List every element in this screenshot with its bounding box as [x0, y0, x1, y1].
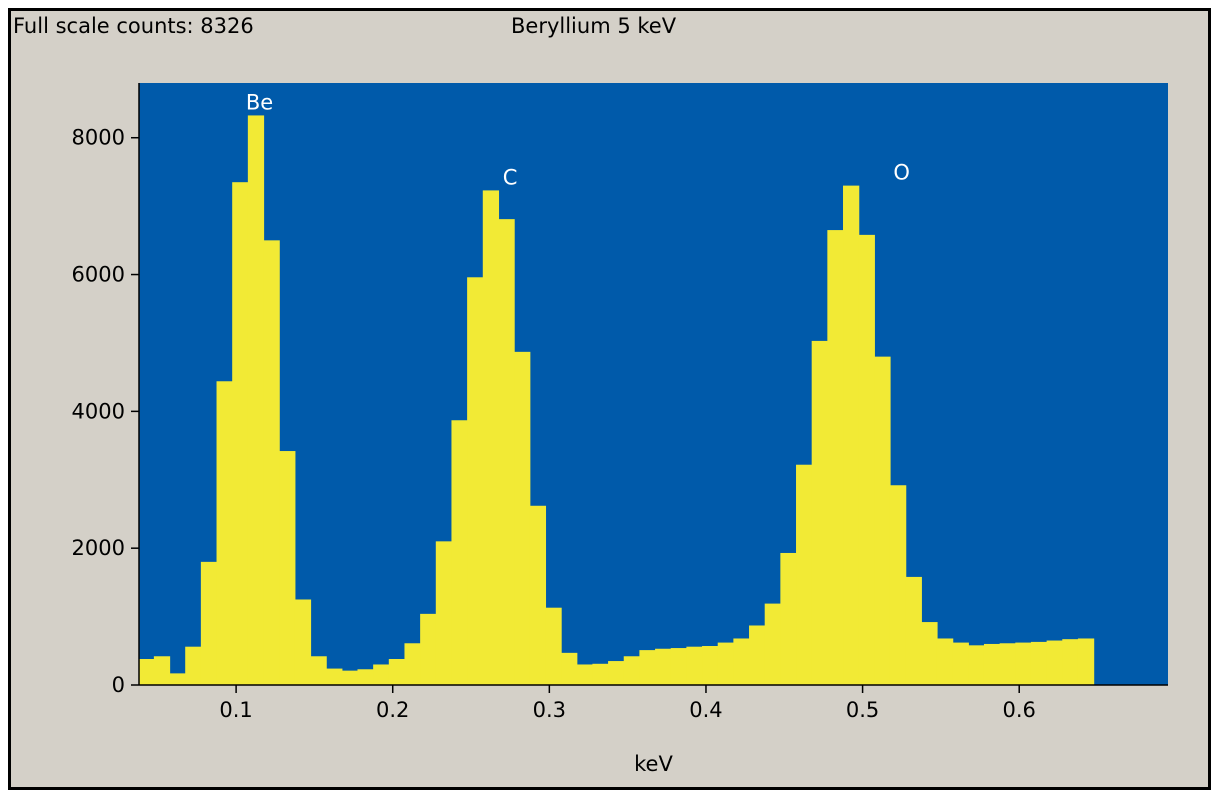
spectrum-bar [1030, 641, 1048, 685]
spectrum-bar [1015, 642, 1032, 685]
spectrum-bar [1046, 640, 1063, 685]
x-tick-label: 0.5 [846, 698, 879, 722]
spectrum-bar [294, 599, 312, 685]
spectrum-bar [749, 625, 766, 685]
spectrum-bar [169, 673, 186, 685]
spectrum-bar [905, 576, 922, 685]
spectrum-bar [279, 451, 296, 685]
spectrum-bar [717, 642, 734, 685]
spectrum-bar [936, 638, 954, 685]
spectrum-bar [733, 638, 750, 685]
spectrum-bar [404, 643, 421, 685]
spectrum-bar [561, 652, 578, 685]
spectrum-bar [373, 664, 390, 685]
x-tick-label: 0.6 [1003, 698, 1036, 722]
spectrum-bar [576, 664, 594, 685]
x-tick-label: 0.1 [219, 698, 252, 722]
spectrum-bar [310, 656, 327, 685]
spectrum-bar [451, 420, 468, 685]
spectrum-bar [514, 351, 531, 685]
spectrum-bar [467, 277, 484, 685]
peak-label: C [503, 165, 518, 189]
spectrum-bar [247, 115, 265, 685]
spectrum-bar [670, 648, 687, 685]
x-tick-label: 0.4 [689, 698, 722, 722]
y-tick-label: 8000 [72, 126, 125, 150]
spectrum-bar [545, 607, 562, 685]
chart-title: Beryllium 5 keV [511, 14, 677, 38]
spectrum-bar [341, 670, 359, 685]
spectrum-bar [843, 185, 860, 685]
spectrum-bar [216, 381, 233, 685]
full-scale-counts-label: Full scale counts: 8326 [13, 14, 254, 38]
spectrum-bar [655, 648, 672, 685]
spectrum-bar [764, 603, 781, 685]
x-axis-title: keV [634, 752, 673, 776]
spectrum-bar [796, 464, 813, 685]
spectrum-bar [498, 219, 515, 685]
spectrum-bar [420, 613, 437, 685]
peak-label: O [893, 161, 910, 185]
spectrum-bar [639, 650, 656, 685]
spectrum-bar [153, 656, 171, 685]
spectrum-bar [326, 668, 343, 685]
spectrum-chart: 0 2000 4000 6000 8000 0.1 0.2 0.3 0.4 0.5 0.6 keV Be… [72, 83, 1168, 776]
spectrum-bar [623, 656, 641, 685]
spectrum-bar [811, 340, 828, 685]
spectrum-bar [592, 663, 609, 685]
spectrum-bar [1077, 638, 1095, 685]
spectrum-bar [1062, 639, 1079, 685]
spectrum-bar [435, 541, 453, 685]
x-tick-label: 0.3 [533, 698, 566, 722]
peak-label: Be [246, 90, 273, 114]
y-tick-label: 0 [112, 673, 125, 697]
spectrum-bars [139, 115, 1095, 685]
spectrum-bar [686, 646, 703, 685]
spectrum-bar [185, 646, 202, 685]
spectrum-bar [858, 234, 875, 685]
spectrum-bar [232, 182, 249, 685]
spectrum-bar [983, 643, 1001, 685]
plot-background [139, 83, 1168, 685]
y-tick-label: 4000 [72, 399, 125, 423]
spectrum-bar [608, 661, 625, 685]
chart-frame: Full scale counts: 8326 Beryllium 5 keV … [8, 8, 1211, 790]
y-tick-label: 2000 [72, 536, 125, 560]
spectrum-bar [968, 645, 985, 685]
spectrum-bar [999, 643, 1016, 685]
spectrum-bar [827, 230, 844, 685]
spectrum-bar [529, 505, 547, 685]
y-tick-label: 6000 [72, 263, 125, 287]
spectrum-bar [921, 622, 938, 685]
spectrum-bar [357, 669, 374, 685]
spectrum-bar [780, 552, 797, 685]
spectrum-bar [200, 561, 218, 685]
spectrum-bar [482, 190, 500, 685]
spectrum-bar [263, 240, 280, 685]
spectrum-bar [702, 646, 719, 685]
spectrum-bar [889, 485, 907, 685]
spectrum-bar [139, 659, 155, 685]
x-tick-label: 0.2 [376, 698, 409, 722]
spectrum-bar [952, 642, 969, 685]
spectrum-bar [874, 356, 891, 685]
spectrum-bar [388, 659, 406, 685]
